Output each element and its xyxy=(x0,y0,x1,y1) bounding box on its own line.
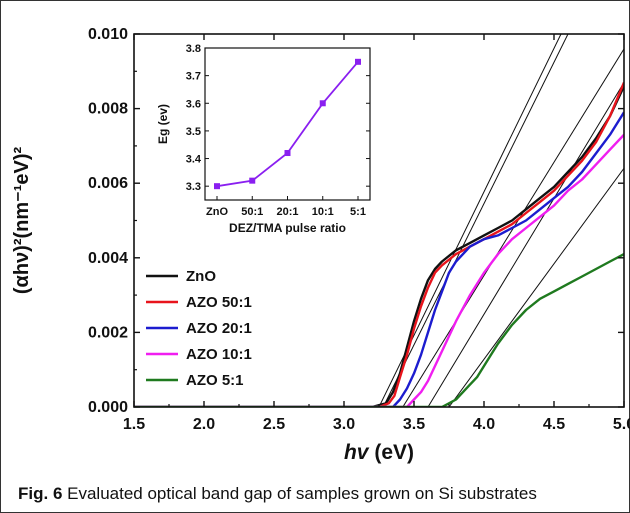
series-group xyxy=(134,82,624,407)
y-axis-title: (αhν)²(nm⁻¹eV)² xyxy=(11,147,33,295)
y-tick-label: 0.000 xyxy=(88,399,128,416)
x-tick-label: 4.5 xyxy=(543,416,565,433)
y-tick-label: 0.008 xyxy=(88,101,128,118)
inset-y-tick-label: 3.8 xyxy=(186,43,201,55)
fit-line-4 xyxy=(427,82,624,407)
legend-label-3: AZO 20:1 xyxy=(186,320,252,337)
x-tick-label: 2.0 xyxy=(193,416,215,433)
main-plot: 1.5 2.0 2.5 3.0 3.5 4.0 4.5 5.0 0.000 0.002 0.004 0… xyxy=(11,26,630,464)
series-line-azo-20-1 xyxy=(134,111,624,407)
x-tick-label: 2.5 xyxy=(263,416,285,433)
inset-plot: 3.3 3.4 3.5 3.6 3.7 3.8 ZnO 50:1 20:1 10:1 5:1 DEZ/… xyxy=(156,43,371,235)
x-tick-label: 5.0 xyxy=(613,416,630,433)
inset-y-tick-label: 3.3 xyxy=(186,181,201,193)
inset-x-tick-label: ZnO xyxy=(206,206,228,218)
legend: ZnO AZO 50:1 AZO 20:1 AZO 10:1 AZO 5:1 xyxy=(146,268,252,389)
inset-frame xyxy=(204,47,371,201)
y-tick-label: 0.010 xyxy=(88,26,128,43)
inset-x-tick-label: 5:1 xyxy=(350,206,366,218)
legend-label-2: AZO 50:1 xyxy=(186,294,252,311)
series-line-zno xyxy=(134,85,624,407)
inset-y-tick-label: 3.5 xyxy=(186,126,201,138)
series-line-azo-5-1 xyxy=(134,253,624,407)
inset-x-tick-label: 20:1 xyxy=(276,206,298,218)
x-tick-label: 4.0 xyxy=(473,416,495,433)
inset-point xyxy=(355,58,361,65)
inset-y-tick-label: 3.4 xyxy=(186,154,202,166)
inset-point xyxy=(249,177,256,184)
series-line-azo-50-1 xyxy=(134,82,624,407)
inset-y-axis-title: Eg (ev) xyxy=(156,104,170,144)
x-axis-title: hv (eV) xyxy=(344,441,414,464)
inset-y-tick-label: 3.7 xyxy=(186,71,201,83)
inset-point xyxy=(214,183,220,190)
inset-x-tick-label: 10:1 xyxy=(312,206,334,218)
x-axis-title-unit: (eV) xyxy=(369,441,415,464)
figure-caption: Fig. 6 Evaluated optical band gap of sam… xyxy=(18,484,537,504)
x-axis-title-symbol: hv xyxy=(344,441,370,464)
caption-text: Evaluated optical band gap of samples gr… xyxy=(67,484,537,503)
inset-x-tick-label: 50:1 xyxy=(241,206,263,218)
series-line-azo-10-1 xyxy=(134,133,624,407)
y-tick-label: 0.004 xyxy=(88,250,128,267)
inset-point xyxy=(319,100,326,107)
x-tick-label: 1.5 xyxy=(123,416,145,433)
x-tick-label: 3.5 xyxy=(403,416,425,433)
legend-label-4: AZO 10:1 xyxy=(186,346,252,363)
x-tick-label: 3.0 xyxy=(333,416,355,433)
y-tick-label: 0.006 xyxy=(88,175,128,192)
fit-line-2 xyxy=(382,34,569,407)
legend-label-5: AZO 5:1 xyxy=(186,372,244,389)
inset-y-tick-label: 3.6 xyxy=(186,98,201,110)
inset-x-axis-title: DEZ/TMA pulse ratio xyxy=(229,221,346,235)
caption-label: Fig. 6 xyxy=(18,484,63,503)
y-tick-label: 0.002 xyxy=(88,324,128,341)
legend-label-1: ZnO xyxy=(186,268,216,285)
inset-point xyxy=(284,150,291,157)
fit-line-5 xyxy=(448,167,624,407)
